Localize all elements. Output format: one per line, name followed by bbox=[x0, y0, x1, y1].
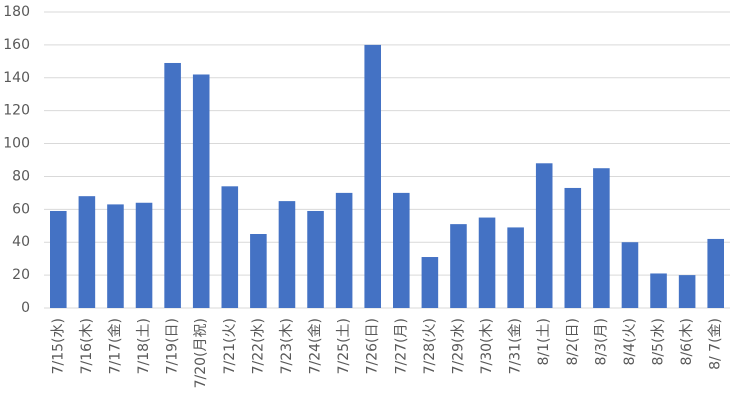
bar bbox=[164, 62, 181, 308]
bar bbox=[450, 224, 467, 308]
bar bbox=[421, 257, 439, 308]
bar bbox=[564, 187, 582, 308]
x-tick-label: 7/17(金) bbox=[107, 318, 123, 374]
bar bbox=[678, 275, 696, 308]
x-tick-label: 7/26(日) bbox=[365, 318, 381, 374]
y-tick-label: 80 bbox=[12, 168, 30, 184]
y-tick-label: 140 bbox=[3, 70, 30, 86]
x-tick-label: 7/18(土) bbox=[136, 318, 152, 374]
x-tick-label: 7/24(金) bbox=[308, 318, 324, 374]
bar bbox=[250, 234, 267, 308]
y-tick-label: 0 bbox=[21, 300, 30, 316]
x-tick-label: 7/16(木) bbox=[79, 318, 95, 374]
x-tick-label: 7/20(月祝) bbox=[193, 318, 209, 388]
bar bbox=[621, 242, 639, 308]
y-tick-label: 160 bbox=[3, 37, 30, 53]
bar bbox=[221, 186, 239, 308]
x-tick-label: 8/1(土) bbox=[536, 318, 552, 365]
x-tick-label: 8/6(木) bbox=[679, 318, 695, 365]
bar bbox=[650, 273, 667, 308]
x-tick-label: 8/5(水) bbox=[651, 318, 667, 365]
x-tick-label: 7/31(金) bbox=[508, 318, 524, 374]
x-tick-label: 8/2(日) bbox=[565, 318, 581, 365]
x-tick-label: 7/21(火) bbox=[222, 318, 238, 374]
x-tick-label: 7/22(水) bbox=[250, 318, 266, 374]
x-tick-label: 8/ 7(金) bbox=[708, 318, 724, 370]
x-tick-label: 7/28(火) bbox=[422, 318, 438, 374]
bar bbox=[278, 201, 296, 308]
y-tick-label: 120 bbox=[3, 103, 30, 119]
y-tick-label: 60 bbox=[12, 201, 30, 217]
x-tick-label: 7/15(水) bbox=[50, 318, 66, 374]
bar bbox=[393, 192, 410, 308]
x-tick-label: 8/3(月) bbox=[593, 318, 609, 365]
bar bbox=[307, 210, 324, 308]
bar bbox=[535, 163, 553, 308]
bar bbox=[78, 196, 96, 308]
y-tick-label: 20 bbox=[12, 267, 30, 283]
x-tick-label: 7/25(土) bbox=[336, 318, 352, 374]
bar bbox=[707, 238, 724, 308]
x-tick-label: 7/29(水) bbox=[450, 318, 466, 374]
bar bbox=[335, 192, 353, 308]
y-tick-label: 100 bbox=[3, 136, 30, 152]
bar bbox=[507, 227, 524, 308]
y-tick-label: 180 bbox=[3, 4, 30, 20]
bar bbox=[364, 44, 381, 309]
bar bbox=[478, 217, 496, 308]
x-tick-label: 8/4(火) bbox=[622, 318, 638, 365]
bar bbox=[593, 168, 610, 308]
x-tick-label: 7/23(木) bbox=[279, 318, 295, 374]
bar bbox=[192, 74, 210, 308]
bar bbox=[135, 202, 153, 308]
x-tick-label: 7/19(日) bbox=[165, 318, 181, 374]
bar bbox=[50, 210, 67, 308]
bar bbox=[107, 204, 124, 308]
x-tick-label: 7/30(木) bbox=[479, 318, 495, 374]
x-tick-label: 7/27(月) bbox=[393, 318, 409, 374]
y-tick-label: 40 bbox=[12, 234, 30, 250]
